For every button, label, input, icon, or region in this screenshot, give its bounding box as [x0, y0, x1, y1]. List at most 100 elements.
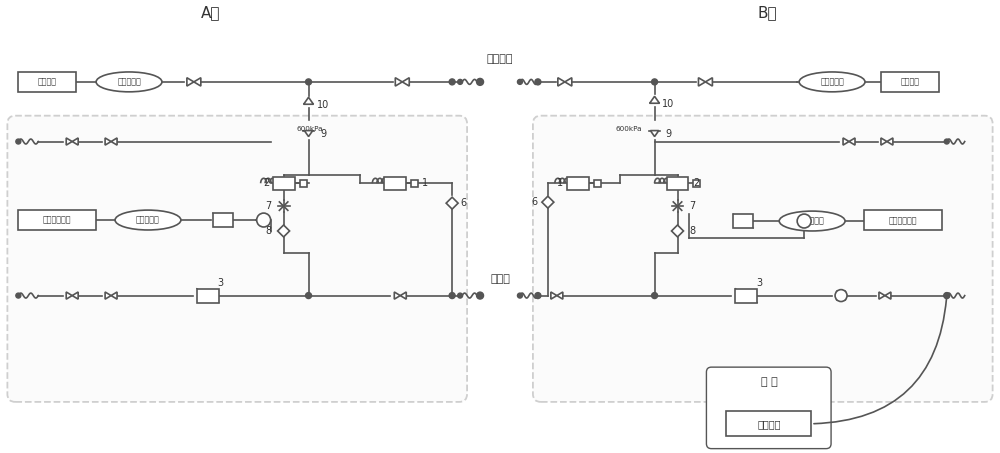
Polygon shape — [650, 96, 659, 103]
Circle shape — [517, 293, 522, 298]
Text: 2: 2 — [693, 178, 700, 188]
Polygon shape — [557, 292, 563, 299]
Polygon shape — [402, 78, 409, 86]
FancyBboxPatch shape — [533, 116, 993, 402]
Circle shape — [458, 293, 463, 298]
Bar — [300, 180, 307, 187]
Text: 供风管: 供风管 — [490, 274, 510, 284]
Text: A节: A节 — [201, 5, 221, 20]
Polygon shape — [843, 138, 849, 145]
Bar — [213, 213, 233, 227]
Polygon shape — [187, 78, 194, 86]
Ellipse shape — [779, 211, 845, 231]
Text: 7: 7 — [689, 201, 696, 211]
Text: 用风设备: 用风设备 — [758, 419, 781, 429]
Text: 第一总风罐: 第一总风罐 — [117, 77, 141, 87]
Bar — [18, 72, 76, 92]
Circle shape — [306, 79, 312, 85]
Polygon shape — [111, 292, 117, 299]
Polygon shape — [881, 138, 887, 145]
Polygon shape — [879, 292, 885, 299]
Polygon shape — [400, 292, 406, 299]
Bar — [18, 210, 96, 230]
Bar — [726, 411, 811, 436]
Polygon shape — [565, 78, 572, 86]
Circle shape — [944, 293, 950, 299]
Bar — [384, 177, 406, 190]
Polygon shape — [105, 292, 111, 299]
Text: 风源装置: 风源装置 — [38, 77, 57, 87]
Bar — [411, 180, 418, 187]
Text: 8: 8 — [266, 226, 272, 236]
Text: 制动控制系统: 制动控制系统 — [889, 217, 917, 226]
Polygon shape — [394, 292, 400, 299]
FancyBboxPatch shape — [7, 116, 467, 402]
Circle shape — [797, 214, 811, 228]
Text: 10: 10 — [662, 99, 675, 109]
Bar — [667, 177, 688, 190]
Circle shape — [306, 293, 312, 299]
Polygon shape — [885, 292, 891, 299]
Text: 1: 1 — [422, 178, 428, 188]
Circle shape — [835, 289, 847, 302]
Polygon shape — [558, 78, 565, 86]
Ellipse shape — [96, 72, 162, 92]
Circle shape — [652, 293, 658, 299]
Text: 第二总风罐: 第二总风罐 — [136, 216, 160, 225]
Circle shape — [257, 213, 271, 227]
Circle shape — [16, 139, 21, 144]
Circle shape — [944, 293, 949, 298]
Text: 1: 1 — [557, 178, 563, 188]
Text: B节: B节 — [757, 5, 777, 20]
Bar — [273, 177, 295, 190]
Text: 8: 8 — [689, 226, 696, 236]
Polygon shape — [849, 138, 855, 145]
Text: 3: 3 — [756, 278, 762, 288]
Circle shape — [944, 139, 949, 144]
Bar — [881, 72, 939, 92]
Polygon shape — [278, 225, 290, 237]
Bar — [594, 180, 601, 187]
Text: 6: 6 — [532, 197, 538, 207]
Polygon shape — [395, 78, 402, 86]
Polygon shape — [105, 138, 111, 145]
Text: 第二总风罐: 第二总风罐 — [800, 217, 824, 226]
Circle shape — [477, 292, 484, 299]
Circle shape — [652, 79, 658, 85]
Text: 第一总风罐: 第一总风罐 — [820, 77, 844, 87]
Polygon shape — [304, 97, 313, 104]
Bar — [735, 289, 757, 303]
Text: 600kPa: 600kPa — [615, 125, 642, 132]
Circle shape — [16, 293, 21, 298]
Text: 3: 3 — [218, 278, 224, 288]
Circle shape — [535, 293, 541, 299]
Polygon shape — [66, 138, 72, 145]
Ellipse shape — [799, 72, 865, 92]
FancyBboxPatch shape — [706, 367, 831, 448]
Circle shape — [517, 79, 522, 84]
Bar — [864, 210, 942, 230]
Polygon shape — [650, 130, 659, 136]
Bar — [733, 214, 753, 228]
Polygon shape — [698, 78, 705, 86]
Polygon shape — [887, 138, 893, 145]
Text: 6: 6 — [460, 198, 466, 208]
Circle shape — [449, 293, 455, 299]
Polygon shape — [672, 225, 683, 237]
Circle shape — [535, 79, 541, 85]
Polygon shape — [194, 78, 201, 86]
Ellipse shape — [115, 210, 181, 230]
Text: 车 辆: 车 辆 — [761, 377, 778, 387]
Polygon shape — [72, 138, 78, 145]
Circle shape — [458, 79, 463, 84]
Text: 600kPa: 600kPa — [297, 125, 323, 132]
Text: 9: 9 — [320, 129, 327, 139]
Text: 9: 9 — [665, 129, 672, 139]
Polygon shape — [446, 197, 458, 209]
Text: 10: 10 — [317, 100, 330, 110]
Text: 制动控制系统: 制动控制系统 — [43, 216, 71, 225]
Polygon shape — [551, 292, 557, 299]
Circle shape — [477, 78, 484, 85]
Polygon shape — [66, 292, 72, 299]
Polygon shape — [111, 138, 117, 145]
